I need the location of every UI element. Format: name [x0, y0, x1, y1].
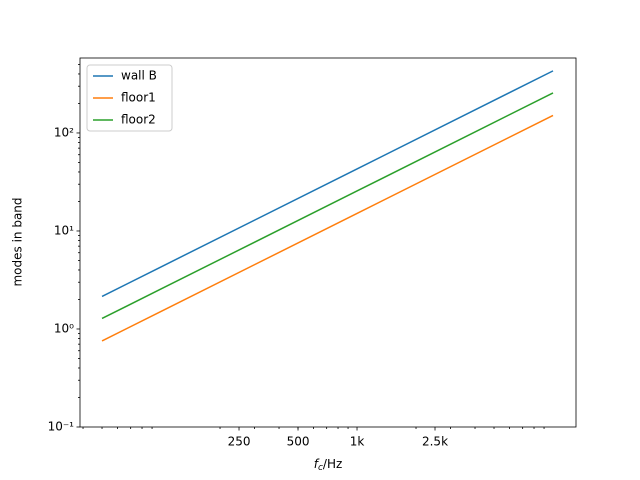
legend-box	[86, 64, 173, 132]
x-tick-label: 250	[228, 435, 251, 449]
x-tick-label: 500	[287, 435, 310, 449]
y-tick-label: 10²	[54, 125, 74, 139]
x-tick-label: 2.5k	[422, 435, 448, 449]
legend-label: floor1	[121, 91, 156, 105]
legend: wall B floor1 floor2	[86, 64, 173, 132]
x-axis-label: fc/Hz	[314, 457, 343, 473]
y-tick-label: 10⁰	[54, 321, 74, 335]
legend-label: floor2	[121, 113, 156, 127]
y-tick-label: 10⁻¹	[48, 420, 75, 434]
y-axis-label: modes in band	[11, 197, 25, 286]
y-tick-label: 10¹	[54, 223, 74, 237]
legend-label: wall B	[121, 69, 157, 83]
x-tick-label: 1k	[350, 435, 365, 449]
series-line	[101, 70, 554, 298]
series-line	[101, 92, 554, 320]
plot-frame	[79, 57, 577, 428]
series-line	[101, 114, 554, 342]
